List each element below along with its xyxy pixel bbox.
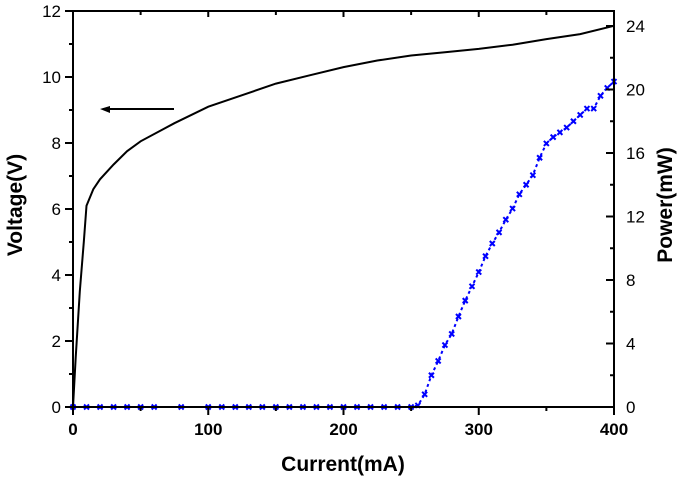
voltage-series-line <box>72 24 615 408</box>
power-marker-icon <box>502 216 510 223</box>
power-marker-icon <box>529 172 537 179</box>
y-tick-label: 2 <box>52 332 61 351</box>
y-axis-title: Voltage(V) <box>4 154 27 256</box>
power-marker-icon <box>448 330 455 338</box>
y-tick-label: 10 <box>42 68 61 87</box>
power-marker-icon <box>556 129 564 136</box>
y-tick-label: 8 <box>52 134 61 153</box>
power-marker-icon <box>462 297 469 304</box>
power-marker-icon <box>489 240 496 247</box>
x-tick-label: 0 <box>68 420 77 439</box>
x-tick-label: 400 <box>600 420 628 439</box>
y2-tick-label: 0 <box>626 398 635 417</box>
power-marker-icon <box>495 229 503 236</box>
power-marker-icon <box>583 105 591 112</box>
y2-tick-label: 16 <box>626 144 645 163</box>
plot-frame <box>72 10 615 408</box>
power-marker-icon <box>543 140 550 147</box>
power-marker-icon <box>428 372 435 379</box>
power-marker-icon <box>468 283 476 290</box>
y2-tick-label: 4 <box>626 335 635 354</box>
x-axis-title: Current(mA) <box>281 453 405 476</box>
y2-tick-label: 20 <box>626 81 645 100</box>
power-marker-icon <box>570 118 577 125</box>
x-tick-label: 100 <box>194 420 222 439</box>
power-marker-icon <box>597 92 604 100</box>
power-marker-icon <box>455 313 462 320</box>
power-series-line <box>73 80 615 408</box>
power-marker-icon <box>482 252 489 260</box>
y2-tick-label: 24 <box>626 17 645 36</box>
y2-tick-label: 12 <box>626 208 645 227</box>
power-marker-icon <box>421 391 428 398</box>
power-marker-icon <box>509 205 516 212</box>
y-tick-label: 4 <box>52 266 61 285</box>
power-marker-icon <box>576 111 584 119</box>
power-marker-icon <box>563 124 570 131</box>
y-tick-label: 0 <box>52 398 61 417</box>
power-marker-icon <box>522 181 530 188</box>
power-marker-icon <box>516 191 523 198</box>
y2-tick-label: 8 <box>626 271 635 290</box>
y-tick-label: 12 <box>42 2 61 21</box>
y-tick-label: 6 <box>52 200 61 219</box>
x-tick-label: 200 <box>329 420 357 439</box>
power-marker-icon <box>549 133 557 141</box>
arrow-head-icon <box>100 106 110 113</box>
x-tick-label: 300 <box>465 420 493 439</box>
plot-content <box>69 24 618 411</box>
power-marker-icon <box>475 268 482 276</box>
y2-axis-title: Power(mW) <box>654 147 677 263</box>
power-marker-icon <box>536 154 543 161</box>
power-marker-icon <box>441 341 449 349</box>
power-marker-icon <box>590 105 597 112</box>
power-marker-icon <box>434 357 442 365</box>
arrow-annotation <box>100 106 174 113</box>
